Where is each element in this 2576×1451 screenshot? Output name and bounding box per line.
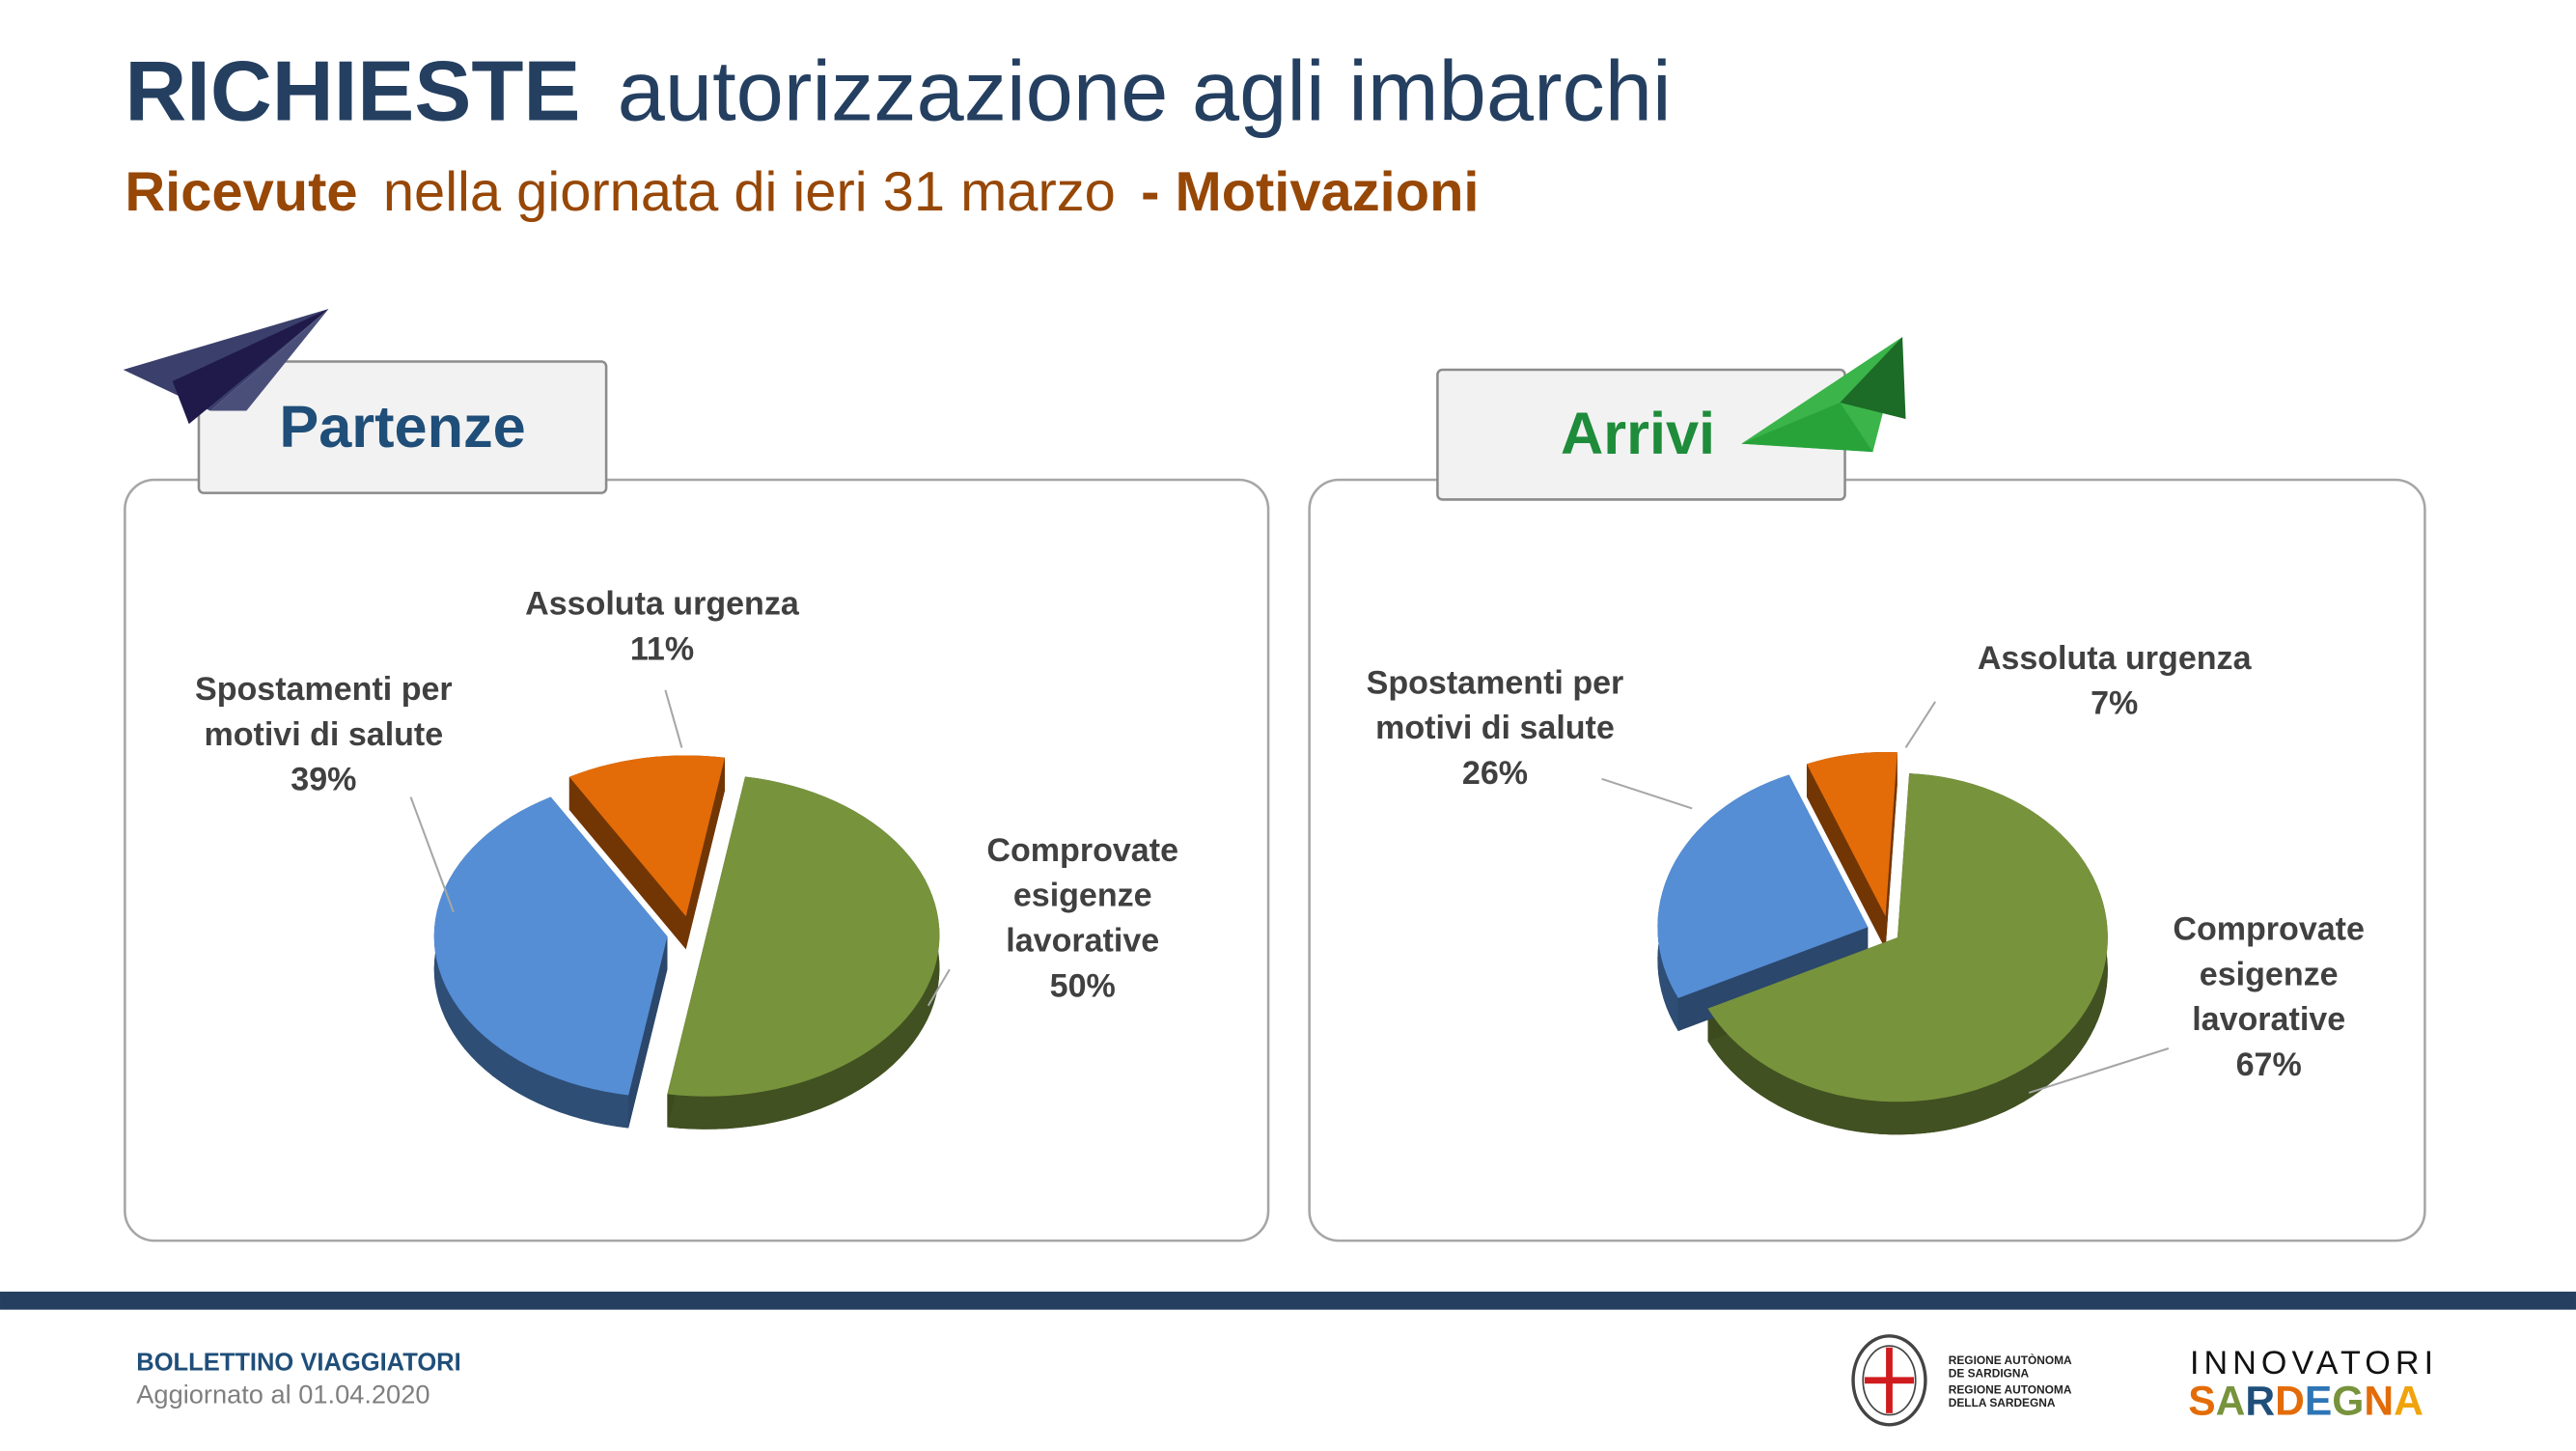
slice-category-label: lavorative	[1006, 923, 1159, 960]
slice-category-label: Comprovate	[2173, 911, 2365, 948]
arrivi-pie-chart: Assoluta urgenza 7% Comprovate esigenze lavo…	[1367, 640, 2365, 1135]
footer-bar	[0, 1291, 2576, 1310]
pie-slice	[568, 755, 726, 917]
slice-percent-label: 7%	[2091, 685, 2138, 722]
slice-percent-label: 50%	[1050, 967, 1116, 1004]
innovatori-sardegna-logo: INNOVATORI SARDEGNA	[2188, 1345, 2438, 1425]
slice-percent-label: 11%	[630, 630, 694, 667]
page-title: RICHIESTE autorizzazione agli imbarchi	[125, 42, 1671, 138]
pie-slice-edge	[628, 935, 668, 1129]
subtitle-bold: Ricevute	[125, 161, 357, 223]
title-bold: RICHIESTE	[125, 42, 580, 138]
leader-line	[1904, 701, 1937, 749]
leader-line	[927, 968, 951, 1007]
slice-category-label: Comprovate	[986, 832, 1178, 869]
pie-slice-edge	[1806, 764, 1886, 950]
subtitle-bold-2: - Motivazioni	[1141, 161, 1479, 223]
pie-slice-edge	[568, 776, 686, 950]
slice-category-label: motivi di salute	[1375, 710, 1615, 746]
paper-plane-navy-icon	[123, 309, 329, 425]
pie-slice	[433, 796, 668, 1096]
region-coat-of-arms-logo: REGIONE AUTÒNOMA DE SARDIGNA REGIONE AUT…	[1851, 1334, 2072, 1427]
slice-category-label: Spostamenti per	[1367, 664, 1624, 701]
region-logo-line: REGIONE AUTÒNOMA	[1949, 1353, 2072, 1367]
leader-line	[664, 689, 683, 748]
region-logo-line: REGIONE AUTONOMA	[1949, 1382, 2072, 1396]
pie-slice-wall	[433, 796, 629, 1129]
arrivi-title: Arrivi	[1561, 401, 1715, 466]
slice-category-label: Assoluta urgenza	[1978, 640, 2253, 677]
slice-percent-label: 67%	[2236, 1046, 2302, 1083]
pie-slice-edge	[1885, 752, 1897, 950]
region-logo-line: DELLA SARDEGNA	[1949, 1396, 2056, 1409]
pie-slice	[1707, 773, 2108, 1102]
slice-percent-label: 26%	[1462, 755, 1528, 792]
region-logo-line: DE SARDIGNA	[1949, 1366, 2030, 1380]
subtitle-mid: nella giornata di ieri 31 marzo	[383, 161, 1116, 223]
updated-date: Aggiornato al 01.04.2020	[136, 1380, 429, 1409]
leader-line	[2028, 1046, 2170, 1094]
paper-plane-green-icon	[1741, 336, 1906, 453]
slice-category-label: Spostamenti per	[195, 671, 453, 708]
innovatori-text: INNOVATORI	[2190, 1345, 2438, 1381]
sardegna-text: SARDEGNA	[2188, 1379, 2424, 1425]
partenze-title: Partenze	[279, 394, 525, 460]
slice-percent-label: 39%	[291, 762, 356, 798]
slice-category-label: esigenze	[2200, 956, 2339, 992]
slice-category-label: esigenze	[1013, 878, 1152, 914]
slice-category-label: motivi di salute	[204, 716, 443, 753]
slice-category-label: Assoluta urgenza	[525, 586, 800, 623]
partenze-pie-chart: Assoluta urgenza 11% Comprovate esigenze lav…	[195, 586, 1178, 1130]
leader-line	[1601, 777, 1693, 810]
pie-slice-edge	[685, 757, 726, 950]
slice-category-label: lavorative	[2192, 1001, 2345, 1038]
partenze-tab	[197, 360, 608, 494]
pie-slice	[1657, 774, 1869, 998]
pie-slice	[667, 776, 940, 1097]
title-rest: autorizzazione agli imbarchi	[618, 42, 1672, 138]
page-subtitle: Ricevute nella giornata di ieri 31 marzo…	[125, 161, 1479, 223]
leader-line	[409, 796, 455, 913]
bulletin-title: BOLLETTINO VIAGGIATORI	[136, 1350, 460, 1377]
pie-slice	[1806, 751, 1897, 917]
